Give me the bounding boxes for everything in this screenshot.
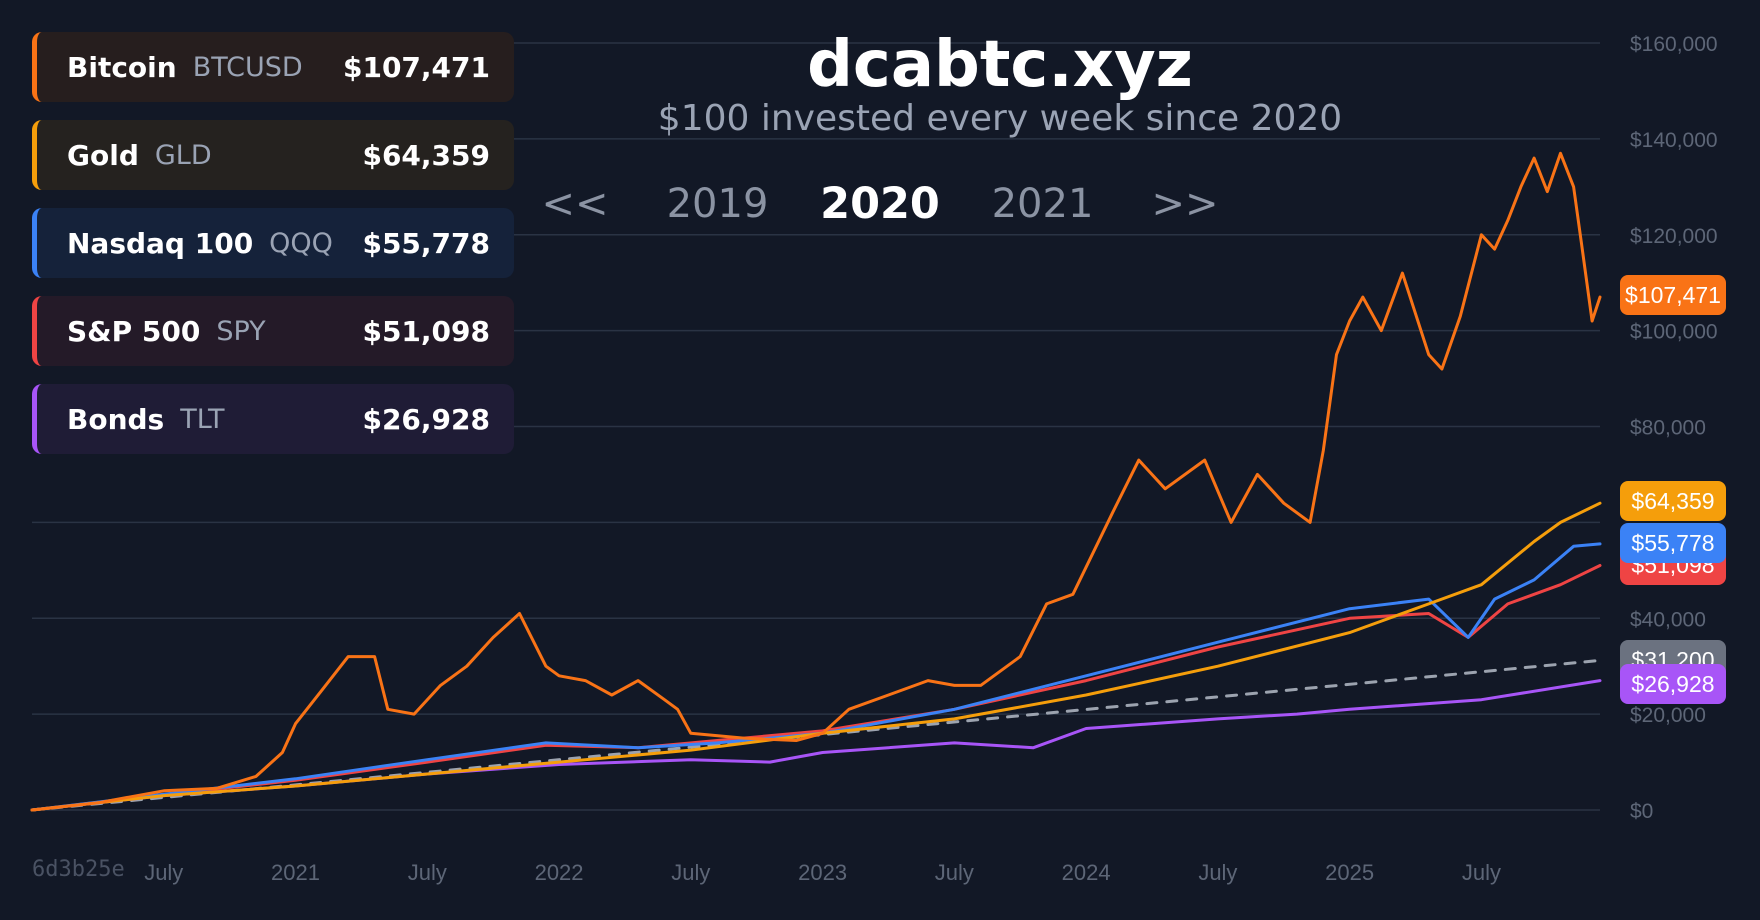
prev-year-button[interactable]: << bbox=[541, 181, 609, 227]
asset-name: Bitcoin bbox=[67, 50, 177, 84]
next-year-button[interactable]: >> bbox=[1151, 181, 1219, 227]
year-navigation: << 2019 2020 2021 >> bbox=[530, 178, 1230, 230]
asset-name: Gold bbox=[67, 138, 139, 172]
legend-card-nasdaq[interactable]: Nasdaq 100 QQQ $55,778 bbox=[32, 208, 514, 278]
axis-ticks: $0 $20,000 $40,000 $80,000 $100,000 $120,000 $… bbox=[144, 33, 1717, 885]
x-tick-label: July bbox=[935, 860, 974, 885]
asset-ticker: TLT bbox=[180, 403, 225, 435]
x-tick-label: 2025 bbox=[1325, 860, 1374, 885]
page-title: dcabtc.xyz bbox=[0, 28, 1760, 102]
y-tick-label: $120,000 bbox=[1630, 225, 1718, 248]
x-tick-label: 2023 bbox=[798, 860, 847, 885]
y-tick-label: $20,000 bbox=[1630, 704, 1706, 727]
x-tick-label: July bbox=[144, 860, 183, 885]
prev-year-link[interactable]: 2019 bbox=[666, 181, 769, 227]
title-text: dcabtc.xyz bbox=[807, 28, 1193, 102]
asset-ticker: GLD bbox=[154, 139, 212, 171]
x-tick-label: July bbox=[408, 860, 447, 885]
commit-hash: 6d3b25e bbox=[32, 857, 125, 882]
series-line-s-p-500 bbox=[30, 564, 1602, 812]
end-label-gold: $64,359 bbox=[1620, 481, 1726, 521]
x-tick-label: 2021 bbox=[271, 860, 320, 885]
page-subtitle: $100 invested every week since 2020 bbox=[0, 98, 1760, 139]
next-year-link[interactable]: 2021 bbox=[991, 181, 1094, 227]
subtitle-text: $100 invested every week since 2020 bbox=[657, 98, 1343, 139]
legend-card-sp500[interactable]: S&P 500 SPY $51,098 bbox=[32, 296, 514, 366]
series-line-bonds bbox=[30, 679, 1602, 812]
x-tick-label: July bbox=[1462, 860, 1501, 885]
legend-card-bonds[interactable]: Bonds TLT $26,928 bbox=[32, 384, 514, 454]
y-tick-label: $40,000 bbox=[1630, 608, 1706, 631]
series-line-gold bbox=[30, 501, 1602, 812]
asset-name: S&P 500 bbox=[67, 314, 201, 348]
asset-value: $51,098 bbox=[362, 314, 490, 348]
asset-value: $64,359 bbox=[362, 138, 490, 172]
series-line-bitcoin bbox=[30, 151, 1602, 812]
asset-value: $55,778 bbox=[362, 226, 490, 260]
legend-card-bitcoin[interactable]: Bitcoin BTCUSD $107,471 bbox=[32, 32, 514, 102]
asset-name: Nasdaq 100 bbox=[67, 226, 254, 260]
end-label-bitcoin: $107,471 bbox=[1620, 275, 1726, 315]
x-tick-label: 2024 bbox=[1062, 860, 1111, 885]
end-label-nasdaq: $55,778 bbox=[1620, 523, 1726, 563]
asset-value: $107,471 bbox=[342, 50, 490, 84]
current-year-link[interactable]: 2020 bbox=[820, 179, 940, 229]
asset-ticker: QQQ bbox=[269, 227, 333, 259]
y-tick-label: $160,000 bbox=[1630, 33, 1718, 56]
asset-name: Bonds bbox=[67, 402, 165, 436]
y-tick-label: $140,000 bbox=[1630, 129, 1718, 152]
asset-ticker: BTCUSD bbox=[192, 51, 303, 83]
x-tick-label: July bbox=[671, 860, 710, 885]
series-line-nasdaq-100 bbox=[30, 542, 1602, 812]
y-tick-label: $0 bbox=[1630, 800, 1653, 823]
y-tick-label: $80,000 bbox=[1630, 417, 1706, 440]
x-tick-label: July bbox=[1198, 860, 1237, 885]
y-tick-label: $100,000 bbox=[1630, 321, 1718, 344]
end-label-bonds: $26,928 bbox=[1620, 664, 1726, 704]
asset-value: $26,928 bbox=[362, 402, 490, 436]
legend-card-gold[interactable]: Gold GLD $64,359 bbox=[32, 120, 514, 190]
x-tick-label: 2022 bbox=[535, 860, 584, 885]
series-lines bbox=[30, 151, 1602, 812]
asset-legend: Bitcoin BTCUSD $107,471 Gold GLD $64,359… bbox=[32, 32, 514, 472]
asset-ticker: SPY bbox=[216, 315, 266, 347]
